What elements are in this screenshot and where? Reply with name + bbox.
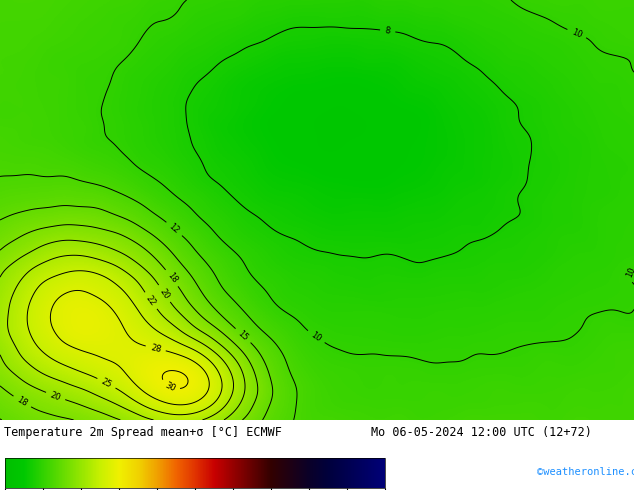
Text: 18: 18 [15,395,29,408]
Text: 22: 22 [144,294,158,308]
Text: 25: 25 [100,377,113,390]
Text: 20: 20 [158,287,171,300]
Text: 28: 28 [150,343,162,354]
Text: 8: 8 [384,26,391,36]
Text: 10: 10 [624,266,634,279]
Text: Temperature 2m Spread mean+σ [°C] ECMWF: Temperature 2m Spread mean+σ [°C] ECMWF [4,425,281,439]
Text: ©weatheronline.co.uk: ©weatheronline.co.uk [536,467,634,477]
Text: 12: 12 [167,222,181,236]
Text: 18: 18 [165,271,179,285]
Text: 30: 30 [164,380,177,393]
Text: 15: 15 [236,329,250,343]
Text: 10: 10 [309,330,323,343]
Text: 10: 10 [570,27,583,40]
Text: Mo 06-05-2024 12:00 UTC (12+72): Mo 06-05-2024 12:00 UTC (12+72) [371,425,592,439]
Text: 20: 20 [49,390,62,402]
